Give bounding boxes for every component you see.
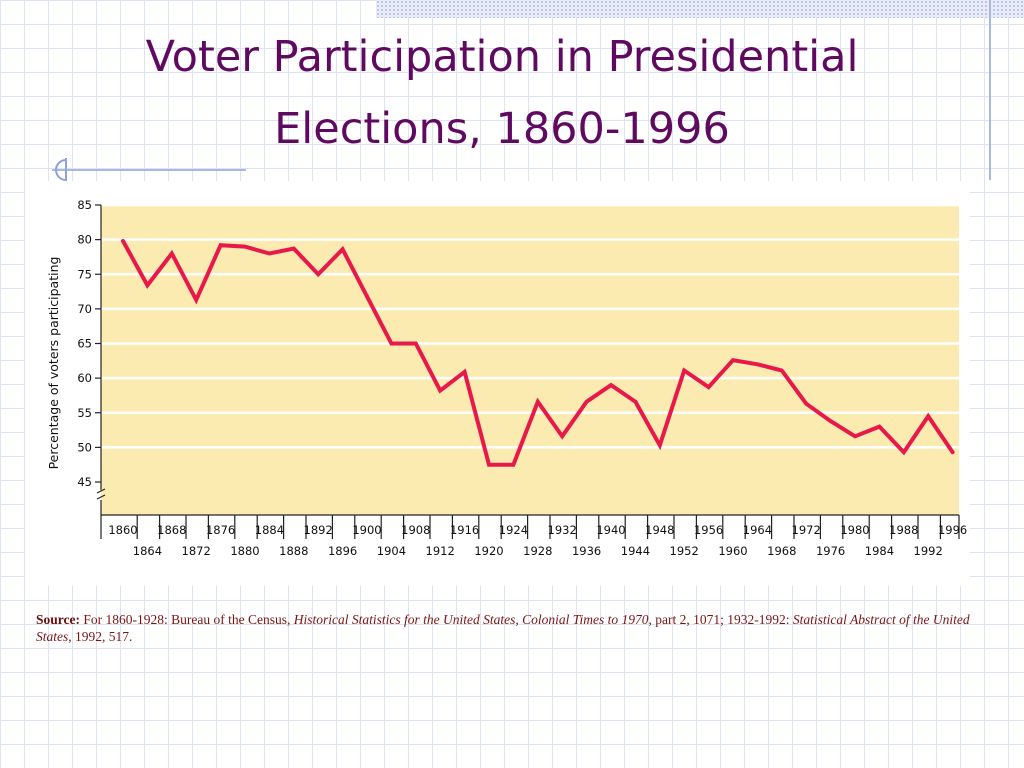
x-tick-label-1996: 1996 <box>938 523 967 537</box>
source-label: Source: <box>36 612 80 627</box>
x-tick-label-1968: 1968 <box>767 544 796 558</box>
y-tick-label-55: 55 <box>77 406 92 420</box>
x-tick-label-1908: 1908 <box>401 523 430 537</box>
voter-participation-chart: 45 50 55 60 65 70 75 80 85 1860 1868 1876 1884 1892 19… <box>46 198 967 558</box>
x-tick-label-1956: 1956 <box>694 523 723 537</box>
source-note: Source: For 1860-1928: Bureau of the Cen… <box>36 611 996 645</box>
source-title-2: Statistical Abstract of the United State… <box>36 612 970 644</box>
title-ornament <box>52 158 246 182</box>
y-axis-label: Percentage of voters participating <box>46 257 61 470</box>
x-tick-label-1992: 1992 <box>914 544 943 558</box>
y-tick-label-45: 45 <box>77 475 92 489</box>
participation-line <box>121 239 955 467</box>
x-tick-label-1952: 1952 <box>670 544 699 558</box>
x-tick-label-1928: 1928 <box>523 544 552 558</box>
y-tick-label-60: 60 <box>77 371 92 385</box>
x-tick-label-1912: 1912 <box>426 544 455 558</box>
y-tick-label-70: 70 <box>77 302 92 316</box>
x-tick-label-1860: 1860 <box>108 523 137 537</box>
x-tick-label-1892: 1892 <box>304 523 333 537</box>
source-text-3: , 1992, 517. <box>68 629 133 644</box>
x-tick-label-1948: 1948 <box>645 523 674 537</box>
right-decorative-rule <box>989 0 991 180</box>
x-tick-label-1976: 1976 <box>816 544 845 558</box>
x-tick-label-1868: 1868 <box>157 523 186 537</box>
y-tick-label-65: 65 <box>77 337 92 351</box>
series-layer <box>121 239 955 467</box>
x-tick-label-1960: 1960 <box>718 544 747 558</box>
slide-title-line-2: Elections, 1860-1996 <box>274 104 730 154</box>
x-tick-label-1984: 1984 <box>865 544 894 558</box>
x-tick-label-1964: 1964 <box>743 523 772 537</box>
slide-title-line-1: Voter Participation in Presidential <box>145 32 859 82</box>
top-decorative-band <box>376 0 1024 18</box>
x-tick-label-1936: 1936 <box>572 544 601 558</box>
x-tick-label-1880: 1880 <box>230 544 259 558</box>
x-tick-label-1900: 1900 <box>352 523 381 537</box>
x-tick-label-1872: 1872 <box>182 544 211 558</box>
source-text-1: For 1860-1928: Bureau of the Census, <box>80 612 294 627</box>
axes <box>95 204 960 539</box>
x-tick-label-1924: 1924 <box>499 523 528 537</box>
x-tick-label-1988: 1988 <box>889 523 918 537</box>
x-tick-label-1864: 1864 <box>133 544 162 558</box>
x-tick-label-1920: 1920 <box>474 544 503 558</box>
y-tick-label-50: 50 <box>77 440 92 454</box>
y-tick-label-80: 80 <box>77 233 92 247</box>
x-tick-label-1884: 1884 <box>255 523 284 537</box>
x-tick-label-1972: 1972 <box>792 523 821 537</box>
plot-area <box>101 205 959 515</box>
x-tick-label-1932: 1932 <box>548 523 577 537</box>
source-text-2: , part 2, 1071; 1932-1992: <box>648 612 793 627</box>
x-tick-label-1904: 1904 <box>377 544 406 558</box>
x-tick-label-1944: 1944 <box>621 544 650 558</box>
x-tick-label-1980: 1980 <box>840 523 869 537</box>
y-tick-label-85: 85 <box>77 198 92 212</box>
grid-lines <box>101 203 959 449</box>
x-tick-label-1896: 1896 <box>328 544 357 558</box>
x-tick-label-1916: 1916 <box>450 523 479 537</box>
x-tick-label-1888: 1888 <box>279 544 308 558</box>
y-axis-break <box>96 488 106 500</box>
x-tick-label-1876: 1876 <box>206 523 235 537</box>
x-tick-label-1940: 1940 <box>596 523 625 537</box>
tick-labels: 45 50 55 60 65 70 75 80 85 1860 1868 1876 1884 1892 19… <box>77 198 967 558</box>
y-tick-label-75: 75 <box>77 267 92 281</box>
source-title-1: Historical Statistics for the United Sta… <box>293 612 649 627</box>
